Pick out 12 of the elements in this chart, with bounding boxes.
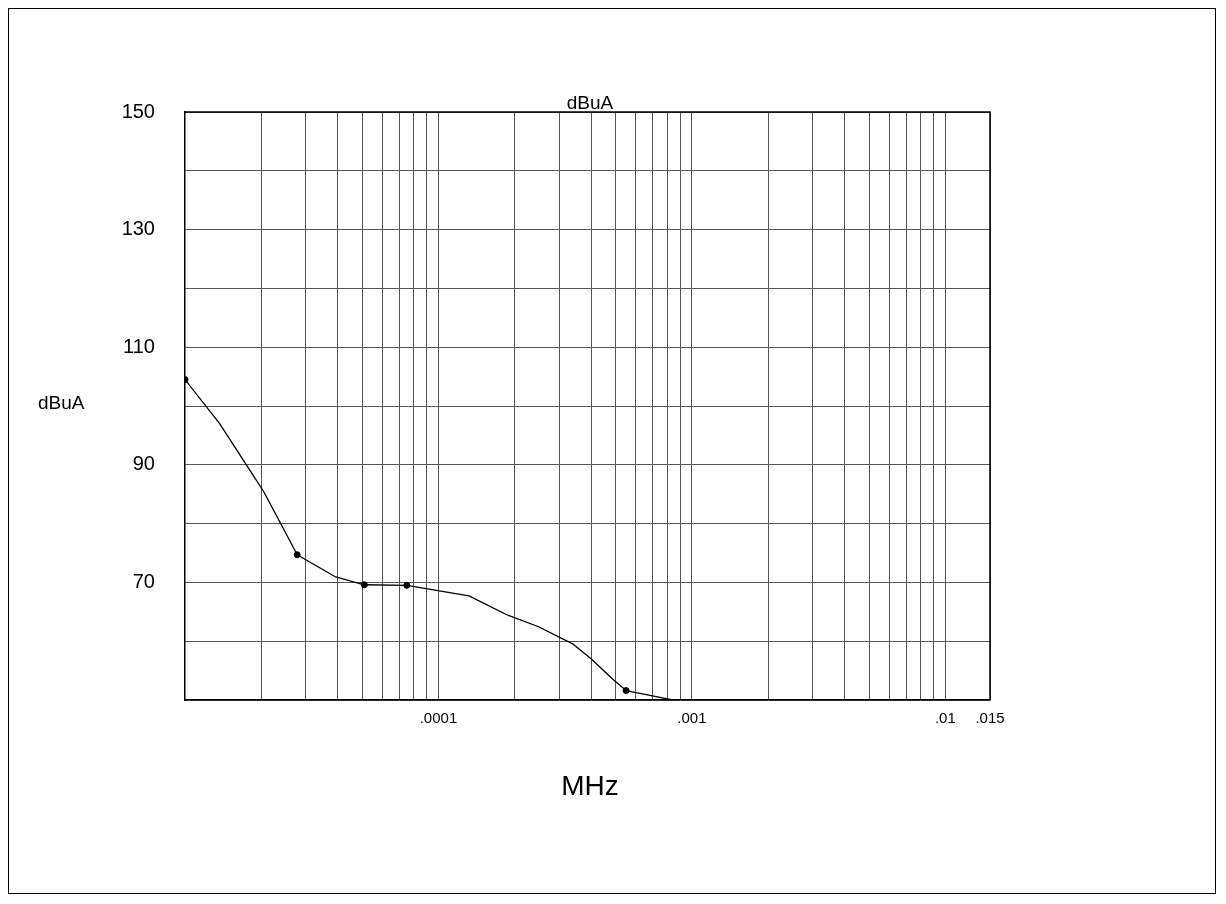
x-tick-label: .001 bbox=[677, 709, 707, 727]
y-tick-label: 130 bbox=[121, 217, 155, 240]
x-axis-title: MHz bbox=[560, 770, 620, 802]
y-tick-label: 150 bbox=[121, 99, 155, 122]
y-tick-label: 90 bbox=[132, 452, 155, 475]
y-tick-label: 70 bbox=[132, 569, 155, 592]
x-tick-label: .01 bbox=[934, 709, 956, 727]
chart-title: dBuA bbox=[565, 92, 615, 114]
x-tick-label: .0001 bbox=[419, 709, 458, 727]
y-tick-label: 110 bbox=[123, 334, 155, 357]
x-tick-label: .015 bbox=[975, 709, 1005, 727]
y-axis-title: dBuA bbox=[38, 392, 85, 414]
